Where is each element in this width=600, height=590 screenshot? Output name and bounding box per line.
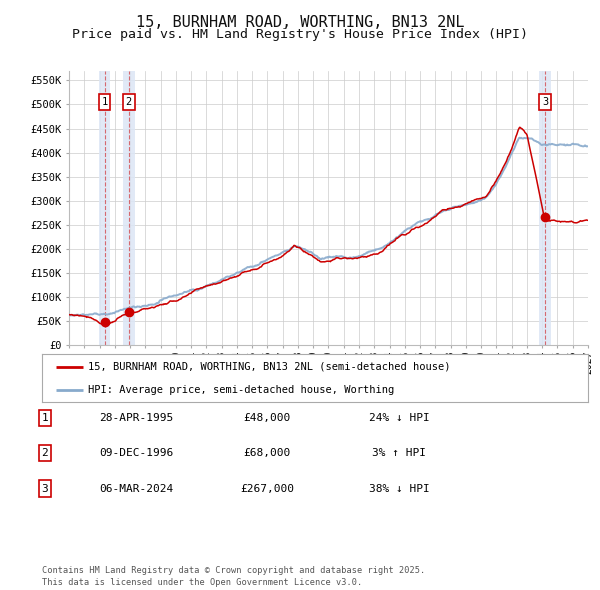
Text: 38% ↓ HPI: 38% ↓ HPI: [368, 484, 430, 493]
Text: 3: 3: [542, 97, 548, 107]
Text: 15, BURNHAM ROAD, WORTHING, BN13 2NL (semi-detached house): 15, BURNHAM ROAD, WORTHING, BN13 2NL (se…: [88, 362, 451, 372]
Text: 1: 1: [41, 413, 49, 422]
Text: 3% ↑ HPI: 3% ↑ HPI: [372, 448, 426, 458]
Text: £68,000: £68,000: [244, 448, 290, 458]
Text: 06-MAR-2024: 06-MAR-2024: [99, 484, 173, 493]
Bar: [539, 71, 551, 345]
Text: 28-APR-1995: 28-APR-1995: [99, 413, 173, 422]
Bar: [123, 71, 134, 345]
Text: 09-DEC-1996: 09-DEC-1996: [99, 448, 173, 458]
Text: Price paid vs. HM Land Registry's House Price Index (HPI): Price paid vs. HM Land Registry's House …: [72, 28, 528, 41]
Text: 15, BURNHAM ROAD, WORTHING, BN13 2NL: 15, BURNHAM ROAD, WORTHING, BN13 2NL: [136, 15, 464, 30]
Text: £267,000: £267,000: [240, 484, 294, 493]
Text: 1: 1: [101, 97, 107, 107]
Text: £48,000: £48,000: [244, 413, 290, 422]
Bar: [99, 71, 110, 345]
Text: 24% ↓ HPI: 24% ↓ HPI: [368, 413, 430, 422]
Text: HPI: Average price, semi-detached house, Worthing: HPI: Average price, semi-detached house,…: [88, 385, 395, 395]
Text: 2: 2: [41, 448, 49, 458]
Text: 3: 3: [41, 484, 49, 493]
Text: 2: 2: [126, 97, 132, 107]
Text: Contains HM Land Registry data © Crown copyright and database right 2025.
This d: Contains HM Land Registry data © Crown c…: [42, 566, 425, 587]
